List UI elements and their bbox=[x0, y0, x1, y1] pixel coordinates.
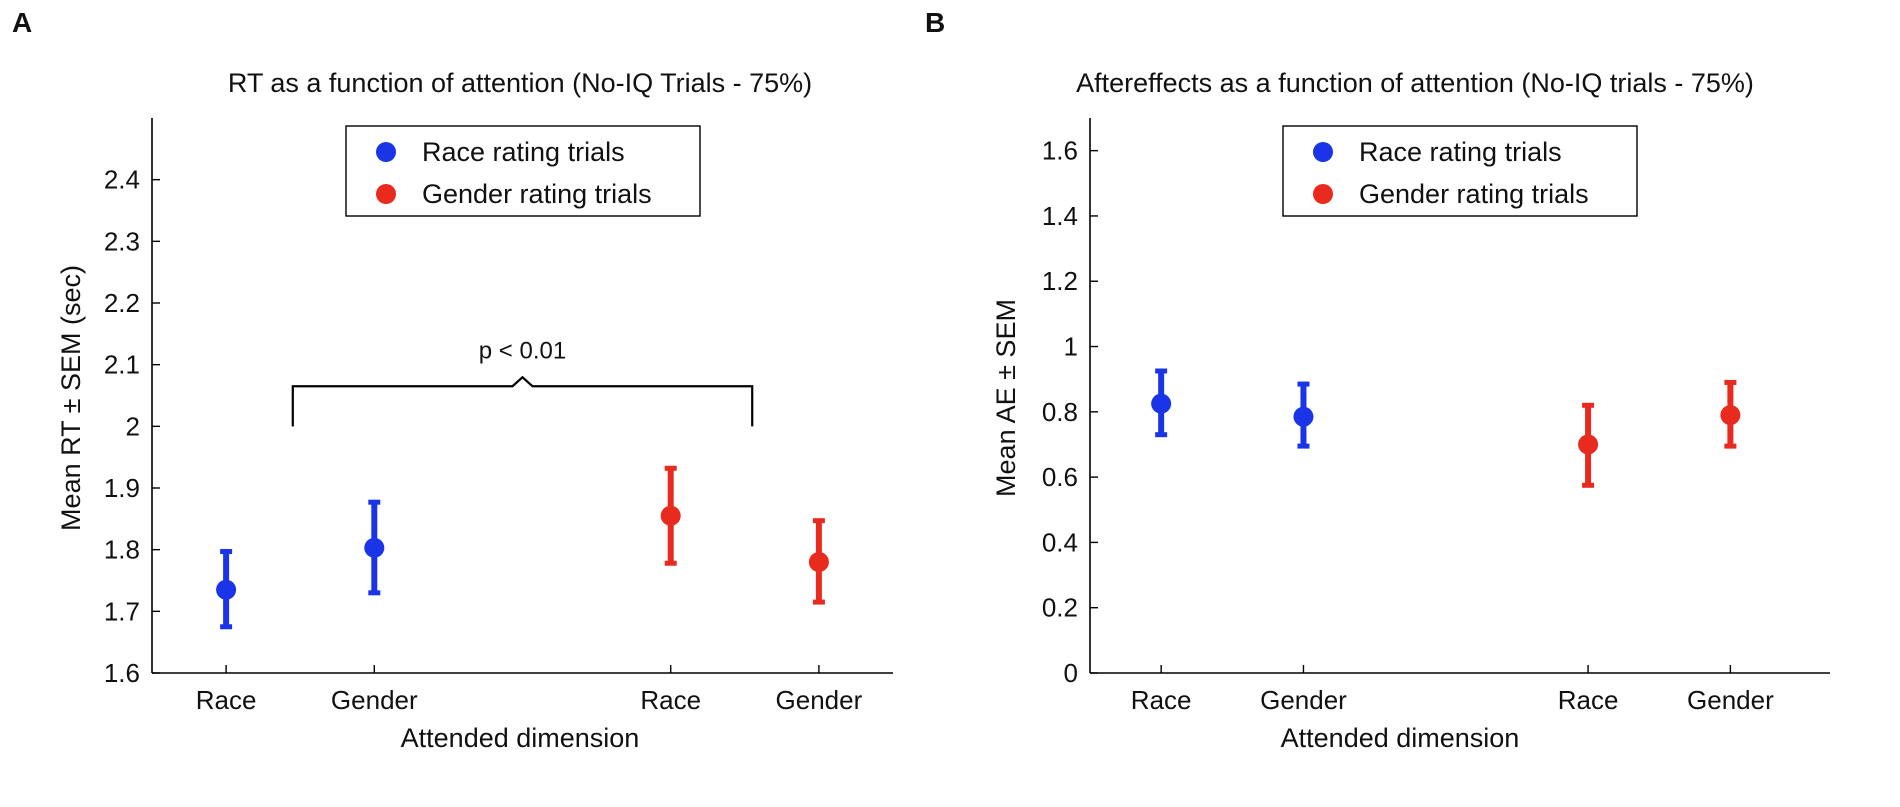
legend-a: Race rating trials Gender rating trials bbox=[345, 125, 701, 217]
chart-title-b: Aftereffects as a function of attention … bbox=[1076, 68, 1754, 98]
legend-b: Race rating trials Gender rating trials bbox=[1282, 125, 1638, 217]
y-tick-label: 0.6 bbox=[1042, 462, 1078, 492]
legend-box bbox=[1282, 125, 1638, 217]
x-axis-label-a: Attended dimension bbox=[401, 723, 640, 753]
axes-b: 0 0.2 0.4 0.6 0.8 1 1.2 1.4 1.6 Race Gender Race Gen… bbox=[1042, 118, 1830, 715]
legend-marker bbox=[1313, 142, 1333, 162]
x-axis-label-b: Attended dimension bbox=[1281, 723, 1520, 753]
panel-label-b: B bbox=[925, 7, 945, 38]
x-tick-label: Race bbox=[196, 685, 257, 715]
legend-entry: Race rating trials bbox=[1359, 137, 1562, 167]
x-tick-label: Gender bbox=[1687, 685, 1774, 715]
annotations-a: p < 0.01 bbox=[291, 337, 754, 427]
y-tick-label: 2.1 bbox=[104, 350, 140, 380]
y-tick-label: 2.2 bbox=[104, 288, 140, 318]
panel-label-a: A bbox=[12, 7, 32, 38]
legend-marker bbox=[376, 184, 396, 204]
y-tick-label: 1.9 bbox=[104, 473, 140, 503]
y-tick-label: 1.7 bbox=[104, 596, 140, 626]
legend-entry: Gender rating trials bbox=[1359, 179, 1589, 209]
y-tick-label: 0 bbox=[1064, 658, 1078, 688]
x-tick-label: Race bbox=[1558, 685, 1619, 715]
x-tick-label: Race bbox=[1131, 685, 1192, 715]
panel-b: B Aftereffects as a function of attentio… bbox=[925, 7, 1830, 753]
y-tick-label: 0.4 bbox=[1042, 527, 1078, 557]
y-tick-label: 1 bbox=[1064, 332, 1078, 362]
significance-bracket bbox=[291, 375, 754, 427]
legend-entry: Race rating trials bbox=[422, 137, 625, 167]
y-tick-label: 0.2 bbox=[1042, 593, 1078, 623]
y-tick-label: 1.6 bbox=[1042, 136, 1078, 166]
data-marks-b bbox=[1151, 368, 1741, 488]
legend-marker bbox=[1313, 184, 1333, 204]
panel-a: A RT as a function of attention (No-IQ T… bbox=[12, 7, 893, 753]
x-tick-label: Gender bbox=[331, 685, 418, 715]
data-marks-a bbox=[216, 465, 829, 630]
y-tick-label: 1.2 bbox=[1042, 266, 1078, 296]
y-tick-label: 1.4 bbox=[1042, 201, 1078, 231]
x-tick-label: Gender bbox=[776, 685, 863, 715]
data-point bbox=[1720, 405, 1741, 426]
data-point bbox=[216, 579, 237, 600]
x-tick-label: Gender bbox=[1260, 685, 1347, 715]
y-axis-label-b: Mean AE ± SEM bbox=[991, 299, 1021, 497]
y-tick-label: 2 bbox=[126, 411, 140, 441]
data-point bbox=[808, 552, 829, 572]
y-tick-label: 1.6 bbox=[104, 658, 140, 688]
y-tick-label: 1.8 bbox=[104, 535, 140, 565]
significance-label: p < 0.01 bbox=[479, 337, 566, 364]
y-tick-label: 2.3 bbox=[104, 226, 140, 256]
x-tick-label: Race bbox=[640, 685, 701, 715]
data-point bbox=[1151, 393, 1172, 414]
data-point bbox=[1293, 406, 1314, 427]
data-point bbox=[364, 537, 385, 558]
y-tick-label: 2.4 bbox=[104, 165, 140, 195]
data-point bbox=[660, 505, 681, 526]
legend-entry: Gender rating trials bbox=[422, 179, 652, 209]
legend-marker bbox=[376, 142, 396, 162]
chart-title-a: RT as a function of attention (No-IQ Tri… bbox=[228, 68, 812, 98]
y-tick-label: 0.8 bbox=[1042, 397, 1078, 427]
y-axis-label-a: Mean RT ± SEM (sec) bbox=[56, 265, 86, 531]
data-point bbox=[1578, 434, 1599, 455]
legend-box bbox=[345, 125, 701, 217]
axes-a: 1.6 1.7 1.8 1.9 2 2.1 2.2 2.3 2.4 Race Gender Race G… bbox=[104, 118, 893, 715]
